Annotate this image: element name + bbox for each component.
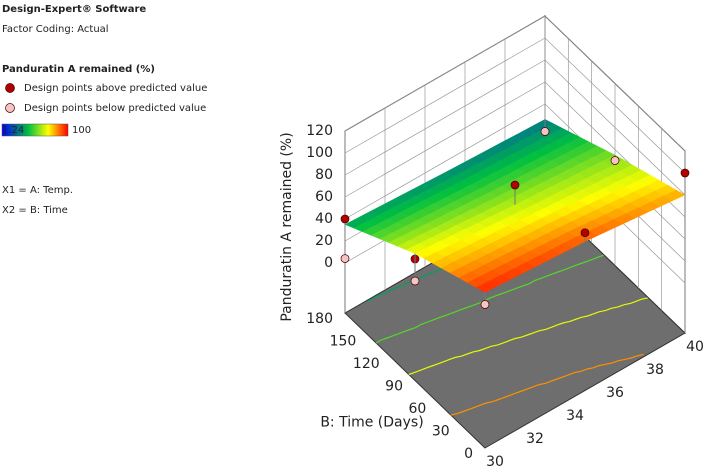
colorbar: [1, 123, 69, 137]
surface-cell: [475, 280, 498, 293]
y-tick-label: 180: [306, 311, 333, 327]
legend-label: Design points below predicted value: [24, 103, 206, 114]
z-tick-label: 120: [306, 123, 333, 139]
legend-marker: [5, 83, 15, 93]
factor-coding: Factor Coding: Actual: [2, 24, 109, 35]
design-point: [340, 214, 350, 224]
design-point: [480, 300, 490, 309]
contour-line: [450, 353, 644, 416]
y-tick-label: 60: [409, 401, 427, 417]
colorbar-max: 100: [72, 125, 91, 136]
z-axis-label: Panduratin A remained (%): [279, 132, 295, 321]
design-point: [580, 228, 590, 238]
design-point: [680, 168, 690, 178]
design-point: [540, 127, 550, 136]
z-tick-label: 60: [315, 189, 333, 205]
colorbar-min: 1.24: [2, 125, 24, 136]
z-tick-label: 20: [315, 233, 333, 249]
x-tick-label: 30: [486, 454, 504, 470]
z-tick-label: 100: [306, 145, 333, 161]
factor-note: X1 = A: Temp.: [2, 185, 73, 196]
plot-3d: 0 20 40 60 80 100 120 30 32 34 36 38 40 0 30 60 90 120 150…: [279, 14, 704, 470]
design-point: [340, 254, 350, 263]
software: Design-Expert® Software: [2, 4, 146, 15]
z-tick-label: 80: [315, 167, 333, 183]
x-tick-label: 38: [646, 362, 664, 378]
contour-line: [408, 297, 649, 376]
z-tick-label: 40: [315, 211, 333, 227]
design-point: [410, 276, 420, 286]
y-tick-label: 90: [385, 379, 403, 395]
y-tick-label: 30: [432, 424, 450, 440]
x-tick-label: 40: [686, 339, 704, 355]
y-tick-label: 150: [330, 334, 357, 350]
x-tick-label: 34: [566, 408, 584, 424]
contour-line: [375, 254, 605, 344]
legend-title: Panduratin A remained (%): [2, 64, 155, 75]
x-tick-label: 36: [606, 385, 624, 401]
y-tick-label: 0: [464, 446, 473, 462]
design-point: [610, 156, 620, 165]
y-axis-label: B: Time (Days): [320, 414, 423, 430]
z-tick-label: 0: [324, 255, 333, 271]
legend-label: Design points above predicted value: [24, 83, 207, 94]
x-tick-label: 32: [526, 431, 544, 447]
legend-marker: [5, 103, 15, 113]
factor-note: X2 = B: Time: [2, 205, 68, 216]
y-tick-label: 120: [353, 356, 380, 372]
design-point: [510, 180, 520, 190]
